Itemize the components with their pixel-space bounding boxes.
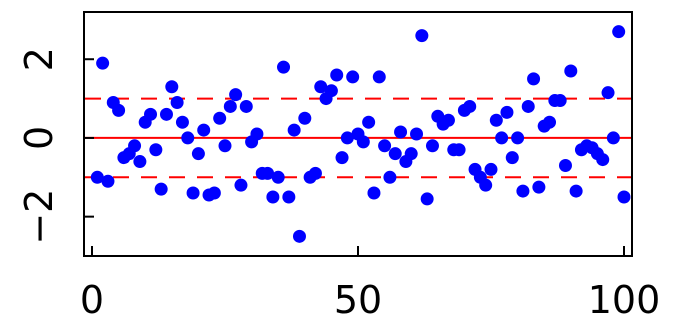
data-point (362, 115, 376, 129)
data-point (207, 186, 221, 200)
data-point (330, 68, 344, 82)
data-point (250, 127, 264, 141)
data-point (298, 111, 312, 125)
data-point (543, 115, 557, 129)
data-point (394, 125, 408, 139)
data-point (271, 170, 285, 184)
y-tick-label: −2 (17, 189, 61, 245)
data-point (527, 72, 541, 86)
data-point (452, 143, 466, 157)
data-point (144, 107, 158, 121)
data-point (308, 166, 322, 180)
data-point (234, 178, 248, 192)
data-point (617, 190, 631, 204)
data-point (612, 25, 626, 39)
x-axis-ticks: 0 50 100 (80, 246, 660, 321)
data-point (596, 153, 610, 167)
data-point (346, 70, 360, 84)
data-point (170, 96, 184, 110)
data-point (292, 229, 306, 243)
data-point (516, 184, 530, 198)
data-point (277, 60, 291, 74)
data-point (239, 99, 253, 113)
data-point (191, 147, 205, 161)
data-point (133, 155, 147, 169)
data-point (564, 64, 578, 78)
x-tick-label: 50 (334, 278, 382, 321)
data-point (479, 178, 493, 192)
data-point (489, 113, 503, 127)
data-point (159, 107, 173, 121)
data-point (335, 151, 349, 165)
data-point (553, 94, 567, 108)
data-point (112, 103, 126, 117)
data-point (287, 123, 301, 137)
y-tick-label: 0 (17, 126, 61, 150)
data-point (606, 131, 620, 145)
data-point (186, 186, 200, 200)
data-point (410, 127, 424, 141)
data-point (441, 113, 455, 127)
data-point (218, 139, 232, 153)
data-point (261, 166, 275, 180)
data-point (532, 180, 546, 194)
data-point (149, 143, 163, 157)
data-point (197, 123, 211, 137)
data-point (90, 170, 104, 184)
data-point (175, 115, 189, 129)
data-point (213, 111, 227, 125)
data-point (425, 139, 439, 153)
y-axis-ticks: −2 0 2 (17, 47, 94, 245)
data-point (558, 158, 572, 172)
data-point (505, 151, 519, 165)
data-point (266, 190, 280, 204)
data-point (101, 174, 115, 188)
data-point (367, 186, 381, 200)
data-point (463, 99, 477, 113)
data-point (521, 99, 535, 113)
data-point (96, 56, 110, 70)
data-point (282, 190, 296, 204)
data-point (128, 139, 142, 153)
data-point (324, 84, 338, 98)
data-point (500, 105, 514, 119)
data-point (495, 131, 509, 145)
data-point (569, 184, 583, 198)
data-point (378, 139, 392, 153)
data-point (314, 80, 328, 94)
data-point (340, 131, 354, 145)
x-tick-label: 100 (588, 278, 661, 321)
data-point (511, 131, 525, 145)
data-point (404, 147, 418, 161)
data-point (165, 80, 179, 94)
data-point (223, 99, 237, 113)
data-point (372, 70, 386, 84)
x-tick-label: 0 (80, 278, 104, 321)
data-point (484, 162, 498, 176)
data-point (154, 182, 168, 196)
data-point (601, 86, 615, 100)
data-points (90, 25, 631, 243)
data-point (383, 170, 397, 184)
data-point (420, 192, 434, 206)
y-tick-label: 2 (17, 47, 61, 71)
data-point (415, 29, 429, 43)
data-point (229, 88, 243, 102)
data-point (388, 147, 402, 161)
data-point (356, 135, 370, 149)
data-point (181, 131, 195, 145)
